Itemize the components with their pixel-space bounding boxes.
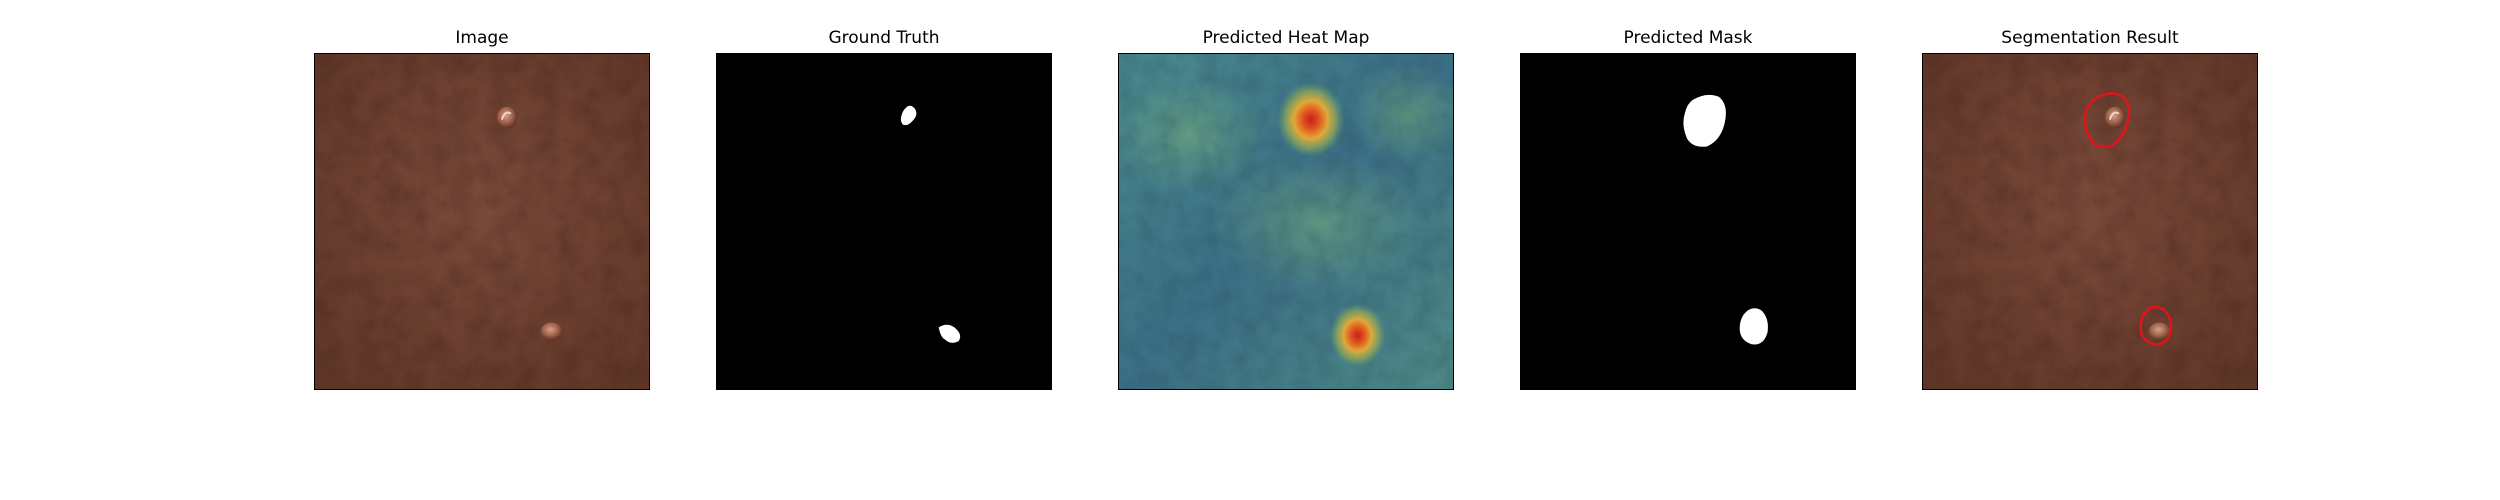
predicted-mask-panel: Predicted Mask bbox=[1520, 28, 1856, 390]
predicted-mask bbox=[1520, 53, 1856, 390]
ground-truth-mask bbox=[716, 53, 1052, 390]
hotspot-bottom bbox=[1329, 303, 1386, 368]
heatmap-panel: Predicted Heat Map bbox=[1118, 28, 1454, 390]
mask-blob-bottom bbox=[1739, 308, 1768, 345]
ground-truth-panel: Ground Truth bbox=[716, 28, 1052, 390]
contour-top bbox=[2083, 92, 2131, 149]
segmentation-result bbox=[1922, 53, 2258, 390]
segmentation-panel: Segmentation Result bbox=[1922, 28, 2258, 390]
ground-truth-panel-title: Ground Truth bbox=[828, 28, 940, 48]
image-panel-title: Image bbox=[455, 28, 509, 48]
gt-blob-top bbox=[900, 105, 917, 126]
gt-blob-bottom bbox=[938, 324, 961, 343]
mask-blob-top bbox=[1683, 94, 1726, 147]
defect-top bbox=[496, 106, 517, 129]
defect-bottom bbox=[540, 322, 563, 341]
contour-bottom bbox=[2139, 305, 2173, 346]
leather-image bbox=[314, 53, 650, 390]
predicted-mask-panel-title: Predicted Mask bbox=[1623, 28, 1753, 48]
heatmap-panel-title: Predicted Heat Map bbox=[1202, 28, 1370, 48]
image-panel: Image bbox=[314, 28, 650, 390]
hotspot-top bbox=[1277, 81, 1345, 158]
segmentation-panel-title: Segmentation Result bbox=[2001, 28, 2179, 48]
predicted-heat-map bbox=[1118, 53, 1454, 390]
